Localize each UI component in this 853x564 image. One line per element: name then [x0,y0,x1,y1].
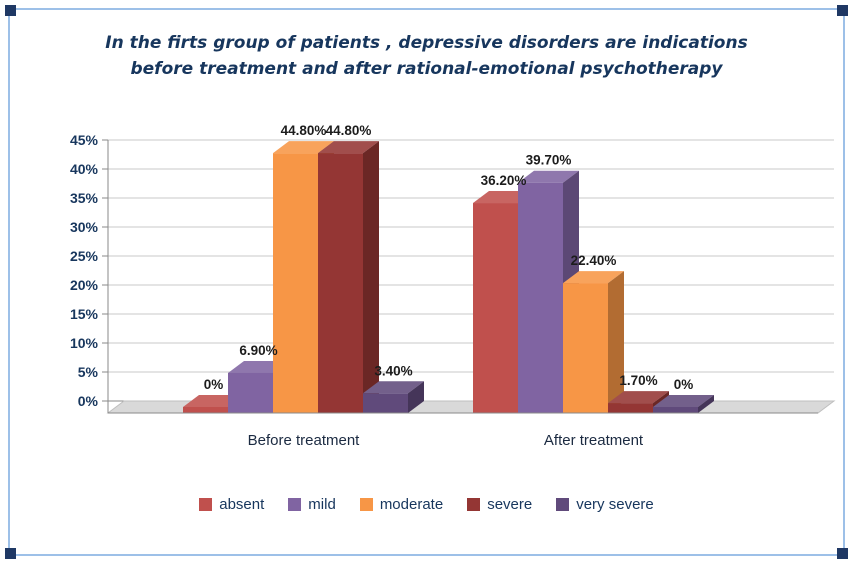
y-tick-label: 45% [70,132,99,148]
bar-top-severe-1 [608,391,669,404]
y-tick-label: 10% [70,335,99,351]
data-label: 0% [204,377,224,392]
chart-border-frame [8,8,845,556]
bar-side-very-severe-1 [698,395,714,413]
bar-top-very-severe-1 [653,395,714,407]
legend-item-very-severe: very severe [556,496,654,513]
chart-title: In the firts group of patients , depress… [40,30,813,83]
y-tick-label: 30% [70,219,99,235]
bar-front-mild-0 [228,372,273,413]
corner-handle-bottom-right[interactable] [837,548,848,559]
y-tick-label: 0% [78,393,99,409]
bar-front-very-severe-1 [653,407,698,413]
bar-front-severe-1 [608,403,653,413]
chart-title-line2: before treatment and after rational-emot… [130,59,723,80]
bar-front-moderate-0 [273,153,318,413]
data-label: 22.40% [571,253,617,268]
chart-plot: 0% 5% 10% 15% 20% 25% 30% 35% 40% 45% 0% 6.90% 44.80… [70,123,836,449]
y-tick-label: 25% [70,248,99,264]
legend-item-moderate: moderate [359,496,444,513]
chart-legend: absent mild moderate severe very severe [0,496,853,513]
bar-top-mild-1 [518,170,579,183]
legend-label-very-severe: very severe [576,496,654,513]
legend-item-mild: mild [288,496,336,513]
y-tick-label: 40% [70,161,99,177]
data-label: 36.20% [481,173,527,188]
legend-swatch-absent [199,498,213,511]
chart-title-line1: In the firts group of patients , depress… [105,33,748,53]
bar-front-absent-0 [183,407,228,413]
legend-label-mild: mild [308,496,336,513]
bar-side-severe-0 [363,141,379,413]
bar-side-very-severe-0 [408,381,424,413]
data-label: 6.90% [239,343,277,358]
bar-top-severe-0 [318,141,379,154]
bar-front-absent-1 [473,203,518,413]
bar-side-moderate-1 [608,271,624,413]
corner-handle-bottom-left[interactable] [5,548,16,559]
data-label: 3.40% [374,363,412,378]
data-label: 0% [674,377,694,392]
bar-top-very-severe-0 [363,381,424,394]
legend-label-absent: absent [219,496,265,513]
corner-handle-top-right[interactable] [837,5,848,16]
y-tick-label: 5% [78,364,99,380]
legend-swatch-moderate [359,498,373,511]
data-label: 44.80% [326,123,372,138]
bar-front-mild-1 [518,182,563,413]
corner-handle-top-left[interactable] [5,5,16,16]
legend-swatch-severe [467,498,481,511]
bar-top-moderate-1 [563,271,624,284]
bar-front-moderate-1 [563,283,608,413]
data-label: 1.70% [619,373,657,388]
legend-label-moderate: moderate [379,496,444,513]
data-label: 44.80% [281,123,327,138]
data-label: 39.70% [526,153,572,168]
y-tick-label: 35% [70,190,99,206]
y-tick-label: 20% [70,277,99,293]
legend-swatch-very-severe [556,498,570,511]
category-label: Before treatment [248,432,361,449]
legend-item-severe: severe [467,496,532,513]
legend-item-absent: absent [199,496,264,513]
y-tick-label: 15% [70,306,99,322]
category-label: After treatment [544,432,644,449]
bar-top-moderate-0 [273,141,334,154]
bar-front-severe-0 [318,153,363,413]
bar-front-very-severe-0 [363,393,408,413]
legend-label-severe: severe [487,496,533,513]
legend-swatch-mild [288,498,302,511]
